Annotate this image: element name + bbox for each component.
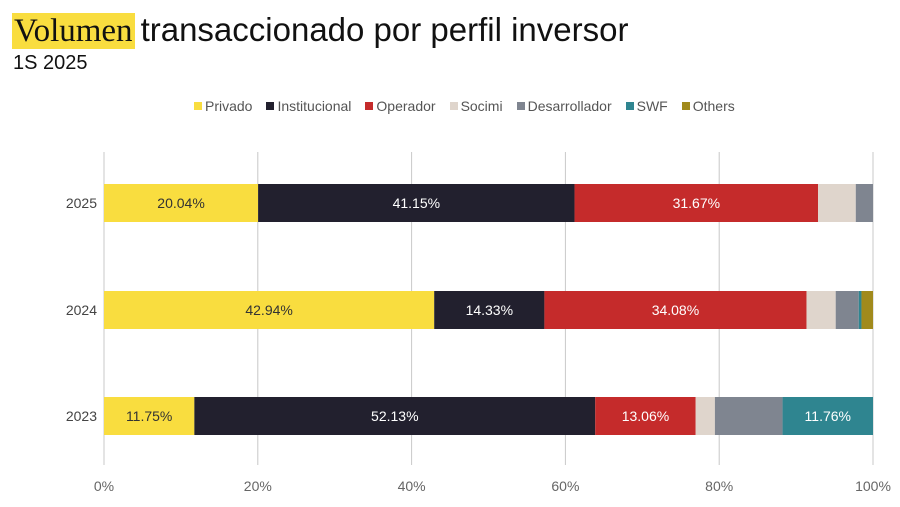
legend-label-operador: Operador — [376, 98, 436, 114]
title-rest: transaccionado por perfil inversor — [140, 11, 629, 48]
legend-item-operador: Operador — [365, 98, 436, 114]
bar-2025-privado — [104, 184, 259, 222]
bar-2024-institucional — [434, 291, 545, 329]
data-label-2024-operador: 34.08% — [652, 302, 699, 318]
x-tick-label-4: 80% — [705, 478, 733, 494]
legend-label-desarrollador: Desarrollador — [527, 98, 612, 114]
legend-item-swf: SWF — [625, 98, 668, 114]
legend-label-socimi: Socimi — [460, 98, 503, 114]
legend-swatch-privado — [194, 102, 202, 110]
legend-swatch-desarrollador — [516, 102, 525, 110]
legend-item-institucional: Institucional — [266, 98, 351, 114]
bar-2024-others — [861, 291, 873, 329]
data-label-2024-institucional: 14.33% — [466, 302, 513, 318]
data-label-2023-swf: 11.76% — [805, 408, 851, 424]
data-label-2023-privado: 11.75% — [126, 408, 172, 424]
legend-label-swf: SWF — [636, 98, 668, 114]
chart-title: Volumen transaccionado por perfil inverso… — [12, 8, 628, 53]
chart-subtitle: 1S 2025 — [13, 52, 88, 74]
bar-2023-operador — [595, 397, 696, 435]
y-tick-label-2023: 2023 — [66, 408, 97, 424]
legend-label-institucional: Institucional — [277, 98, 352, 114]
bar-2024-privado — [104, 291, 435, 329]
legend-item-others: Others — [681, 98, 735, 114]
title-highlight: Volumen — [12, 13, 135, 49]
legend-item-desarrollador: Desarrollador — [516, 98, 612, 114]
bar-2025-operador — [574, 184, 819, 222]
legend-label-privado: Privado — [205, 98, 253, 114]
data-label-2024-privado: 42.94% — [245, 302, 292, 318]
x-tick-label-3: 60% — [551, 478, 579, 494]
bar-2024-swf — [858, 291, 862, 329]
legend-swatch-socimi — [449, 102, 458, 110]
bar-2025-institucional — [258, 184, 575, 222]
legend-item-socimi: Socimi — [449, 98, 503, 114]
y-tick-label-2024: 2024 — [66, 302, 97, 318]
bar-2025-socimi — [818, 184, 856, 222]
x-tick-label-5: 100% — [855, 478, 891, 494]
bar-2024-desarrollador — [835, 291, 859, 329]
bar-2023-institucional — [194, 397, 596, 435]
data-label-2025-institucional: 41.15% — [393, 195, 440, 211]
data-label-2023-institucional: 52.13% — [371, 408, 418, 424]
data-label-2025-privado: 20.04% — [157, 195, 204, 211]
bar-2023-privado — [104, 397, 195, 435]
legend-item-privado: Privado — [194, 98, 252, 114]
data-label-2023-operador: 13.06% — [622, 408, 669, 424]
legend-swatch-others — [681, 102, 690, 110]
legend-swatch-operador — [365, 102, 374, 110]
y-tick-label-2025: 2025 — [66, 195, 97, 211]
x-tick-label-1: 20% — [244, 478, 272, 494]
x-tick-label-2: 40% — [398, 478, 426, 494]
chart-legend: Privado Institucional Operador Socimi De… — [194, 98, 749, 114]
bar-2023-desarrollador — [714, 397, 783, 435]
bar-2024-operador — [544, 291, 807, 329]
bar-2025-desarrollador — [855, 184, 873, 222]
bar-2023-socimi — [695, 397, 715, 435]
bar-2023-swf — [782, 397, 873, 435]
data-label-2025-operador: 31.67% — [673, 195, 720, 211]
legend-label-others: Others — [692, 98, 735, 114]
bar-2024-socimi — [806, 291, 836, 329]
legend-swatch-institucional — [266, 102, 275, 110]
x-tick-label-0: 0% — [94, 478, 114, 494]
legend-swatch-swf — [625, 102, 634, 110]
